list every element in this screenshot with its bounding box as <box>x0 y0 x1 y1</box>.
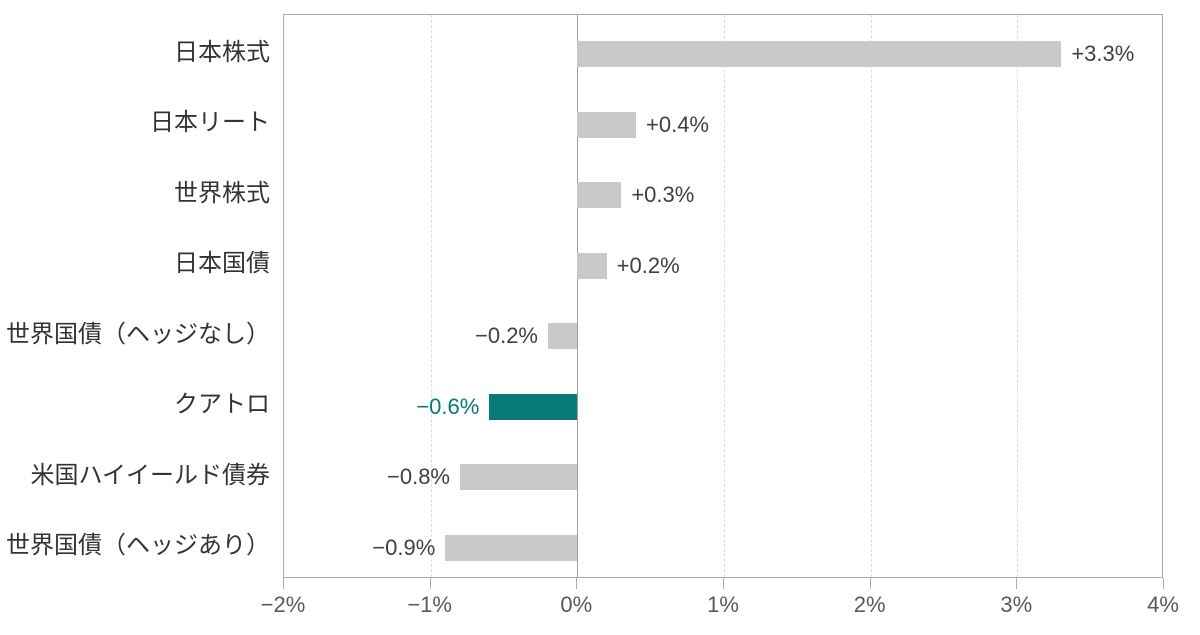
x-tick-label: 3% <box>1000 592 1033 617</box>
x-tick-label: −1% <box>407 592 452 617</box>
bar <box>445 534 578 561</box>
bar <box>548 323 578 350</box>
category-label: 世界株式 <box>174 179 270 207</box>
value-label: −0.2% <box>475 323 538 349</box>
bar <box>577 252 607 279</box>
x-tick-label: 0% <box>560 592 593 617</box>
plot-area: +3.3% +0.4% +0.3% +0.2% −0.2% −0.6% −0.8% −0.9% <box>283 14 1163 578</box>
value-label: +0.2% <box>616 252 680 278</box>
gridline <box>724 15 725 577</box>
value-label: +0.3% <box>631 182 695 208</box>
bar <box>577 182 622 209</box>
bar <box>577 111 636 138</box>
x-tick-label: 4% <box>1147 592 1179 617</box>
x-tick-mark <box>1016 578 1018 589</box>
category-label: 日本リート <box>150 109 270 137</box>
x-tick-label: 2% <box>853 592 886 617</box>
gridline <box>1017 15 1019 577</box>
category-label: クアトロ <box>174 391 270 419</box>
value-label: +3.3% <box>1071 41 1135 67</box>
zero-axis-line <box>577 15 579 577</box>
category-label: 日本国債 <box>174 250 270 278</box>
x-tick-label: 1% <box>707 592 739 617</box>
category-label: 世界国債（ヘッジあり） <box>6 532 270 560</box>
value-label: −0.8% <box>387 464 450 490</box>
bar <box>577 41 1062 68</box>
category-label: 日本株式 <box>174 38 270 66</box>
x-tick-mark <box>429 578 431 589</box>
bar-highlight <box>489 393 578 420</box>
value-label: +0.4% <box>646 111 709 137</box>
x-tick-label: −2% <box>260 592 306 617</box>
x-tick-mark <box>1163 578 1164 589</box>
gridline <box>430 15 432 577</box>
x-tick-mark <box>576 578 578 589</box>
x-tick-mark <box>869 578 871 589</box>
value-label: −0.6% <box>416 393 480 419</box>
gridline <box>870 15 872 577</box>
bar <box>460 464 578 491</box>
category-label: 世界国債（ヘッジなし） <box>6 320 270 348</box>
x-tick-mark <box>283 578 284 589</box>
category-label: 米国ハイイールド債券 <box>30 461 270 489</box>
value-label: −0.9% <box>372 534 436 560</box>
x-tick-mark <box>723 578 724 589</box>
